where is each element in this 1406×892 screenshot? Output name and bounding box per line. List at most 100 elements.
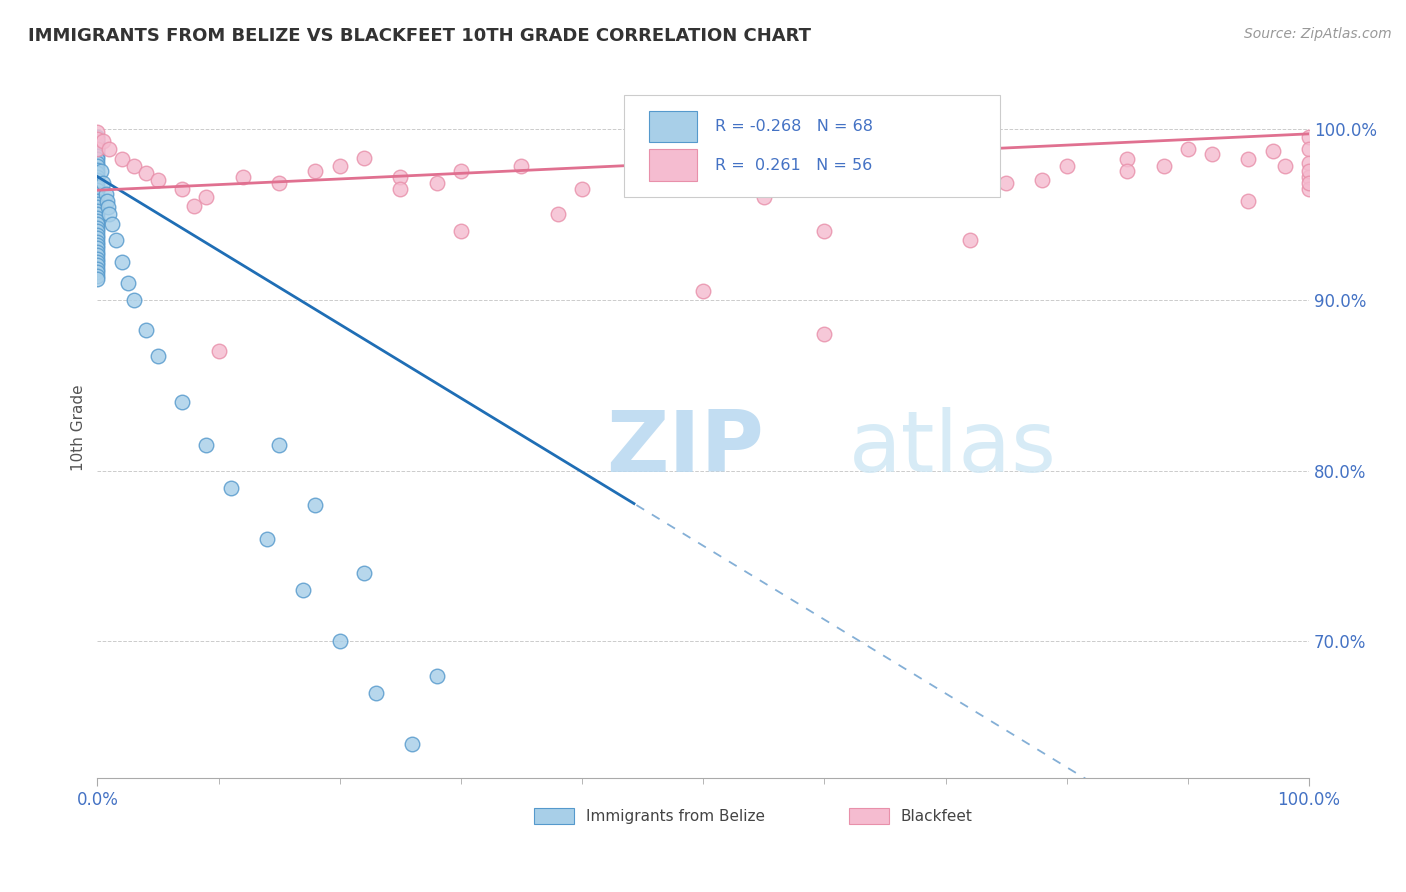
Point (86, 203, 108, 218)
Point (1153, 159, 1175, 173)
Point (86, 238, 108, 252)
Text: R =  0.261   N = 56: R = 0.261 N = 56 (716, 158, 873, 172)
Point (571, 181, 593, 195)
Point (195, 190, 218, 204)
Point (510, 159, 533, 173)
Point (86, 227, 108, 242)
Point (426, 668, 449, 682)
Point (117, 276, 139, 290)
Point (995, 177, 1018, 191)
Point (135, 323, 157, 337)
Point (692, 284, 714, 298)
Point (450, 164, 472, 178)
Point (86, 207, 108, 221)
Point (86, 252, 108, 266)
Point (86, 197, 108, 211)
Point (353, 151, 375, 165)
Point (1298, 169, 1320, 184)
Point (86, 265, 108, 279)
Point (401, 737, 423, 751)
Point (1116, 164, 1139, 178)
Point (86, 142, 108, 156)
Point (86, 142, 108, 156)
Point (450, 224, 472, 238)
Point (389, 181, 412, 195)
FancyBboxPatch shape (624, 95, 1000, 196)
Point (364, 686, 387, 700)
Point (1116, 153, 1139, 167)
Point (86, 177, 108, 191)
Point (172, 395, 194, 409)
Point (389, 169, 412, 184)
Point (86, 130, 108, 145)
Point (1298, 130, 1320, 145)
Point (86, 241, 108, 255)
Point (631, 169, 654, 184)
Point (101, 218, 124, 232)
Point (1298, 181, 1320, 195)
Point (426, 177, 449, 191)
Point (98, 142, 121, 156)
Point (873, 164, 896, 178)
Point (1298, 177, 1320, 191)
Point (86, 145, 108, 160)
Point (935, 169, 957, 184)
Point (86, 166, 108, 180)
Point (86, 261, 108, 276)
Point (183, 199, 205, 213)
Text: R = -0.268   N = 68: R = -0.268 N = 68 (716, 119, 873, 134)
Point (1031, 173, 1053, 187)
Point (329, 634, 352, 648)
Point (86, 194, 108, 208)
Point (122, 159, 145, 173)
Point (86, 179, 108, 194)
Point (353, 566, 375, 580)
Text: atlas: atlas (849, 408, 1057, 491)
FancyBboxPatch shape (648, 111, 697, 142)
Point (86, 159, 108, 173)
Point (547, 207, 569, 221)
Point (86, 220, 108, 235)
Point (93, 134, 115, 148)
Point (86, 211, 108, 225)
Point (86, 183, 108, 197)
FancyBboxPatch shape (648, 149, 697, 181)
Point (219, 481, 242, 495)
Point (135, 166, 157, 180)
Point (110, 255, 132, 269)
Point (195, 438, 218, 452)
Point (1261, 144, 1284, 158)
Point (86, 268, 108, 283)
Point (752, 190, 775, 204)
Point (146, 173, 169, 187)
Point (1298, 142, 1320, 156)
Point (1201, 147, 1223, 161)
Point (813, 326, 835, 341)
Point (1056, 159, 1078, 173)
Point (1237, 194, 1260, 208)
Point (86, 231, 108, 245)
Point (269, 177, 291, 191)
Point (86, 156, 108, 170)
Point (450, 805, 472, 820)
Point (752, 159, 775, 173)
Point (1298, 156, 1320, 170)
Point (86, 235, 108, 249)
Point (122, 293, 145, 307)
Point (98, 207, 121, 221)
Point (329, 159, 352, 173)
Text: Immigrants from Belize: Immigrants from Belize (586, 809, 765, 824)
Point (304, 164, 326, 178)
Point (269, 438, 291, 452)
Point (86, 186, 108, 201)
Point (256, 532, 278, 546)
Point (86, 255, 108, 269)
Point (304, 498, 326, 512)
Point (207, 343, 229, 358)
Point (1177, 142, 1199, 156)
Text: Source: ZipAtlas.com: Source: ZipAtlas.com (1244, 27, 1392, 41)
Point (110, 153, 132, 167)
Point (1237, 153, 1260, 167)
Point (813, 224, 835, 238)
Text: ZIP: ZIP (606, 408, 763, 491)
